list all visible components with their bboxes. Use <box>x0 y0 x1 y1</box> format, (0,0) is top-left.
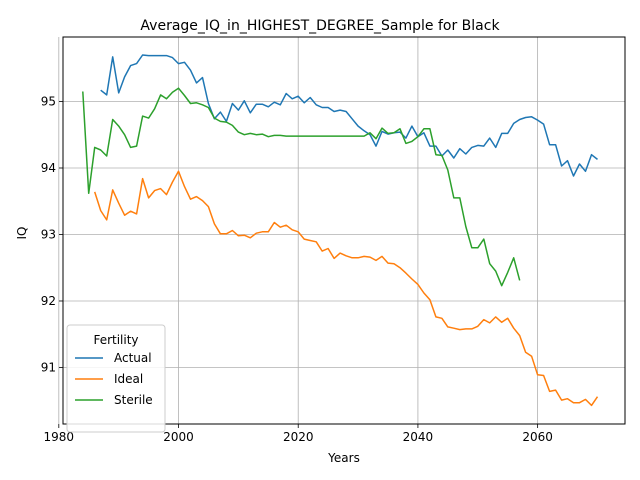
legend-label-ideal: Ideal <box>114 372 143 386</box>
legend-box <box>66 324 166 433</box>
y-tick-label: 94 <box>41 161 56 175</box>
x-tick-label: 1980 <box>44 430 75 444</box>
series-lines <box>82 54 599 407</box>
x-axis-label: Years <box>327 451 360 465</box>
x-tick-label: 2020 <box>283 430 314 444</box>
x-tick-label: 2000 <box>163 430 194 444</box>
x-axis-ticks: 1980 2000 2020 2040 2060 <box>44 424 553 444</box>
legend-label-actual: Actual <box>114 351 152 365</box>
legend: Fertility Actual Ideal Sterile <box>66 324 166 433</box>
x-tick-label: 2060 <box>522 430 553 444</box>
y-tick-label: 92 <box>41 294 56 308</box>
series-line-ideal <box>93 170 599 407</box>
legend-label-sterile: Sterile <box>114 393 153 407</box>
y-axis-ticks: 91 92 93 94 95 <box>41 95 63 374</box>
x-tick-label: 2040 <box>403 430 434 444</box>
axes-frame <box>62 36 626 425</box>
y-tick-label: 93 <box>41 227 56 241</box>
y-tick-label: 95 <box>41 95 56 109</box>
y-axis-label: IQ <box>15 227 29 240</box>
y-tick-label: 91 <box>41 360 56 374</box>
series-line-actual <box>100 54 598 177</box>
chart-title: Average_IQ_in_HIGHEST_DEGREE_Sample for … <box>140 18 500 34</box>
legend-title: Fertility <box>93 333 138 347</box>
series-line-sterile <box>82 87 521 287</box>
